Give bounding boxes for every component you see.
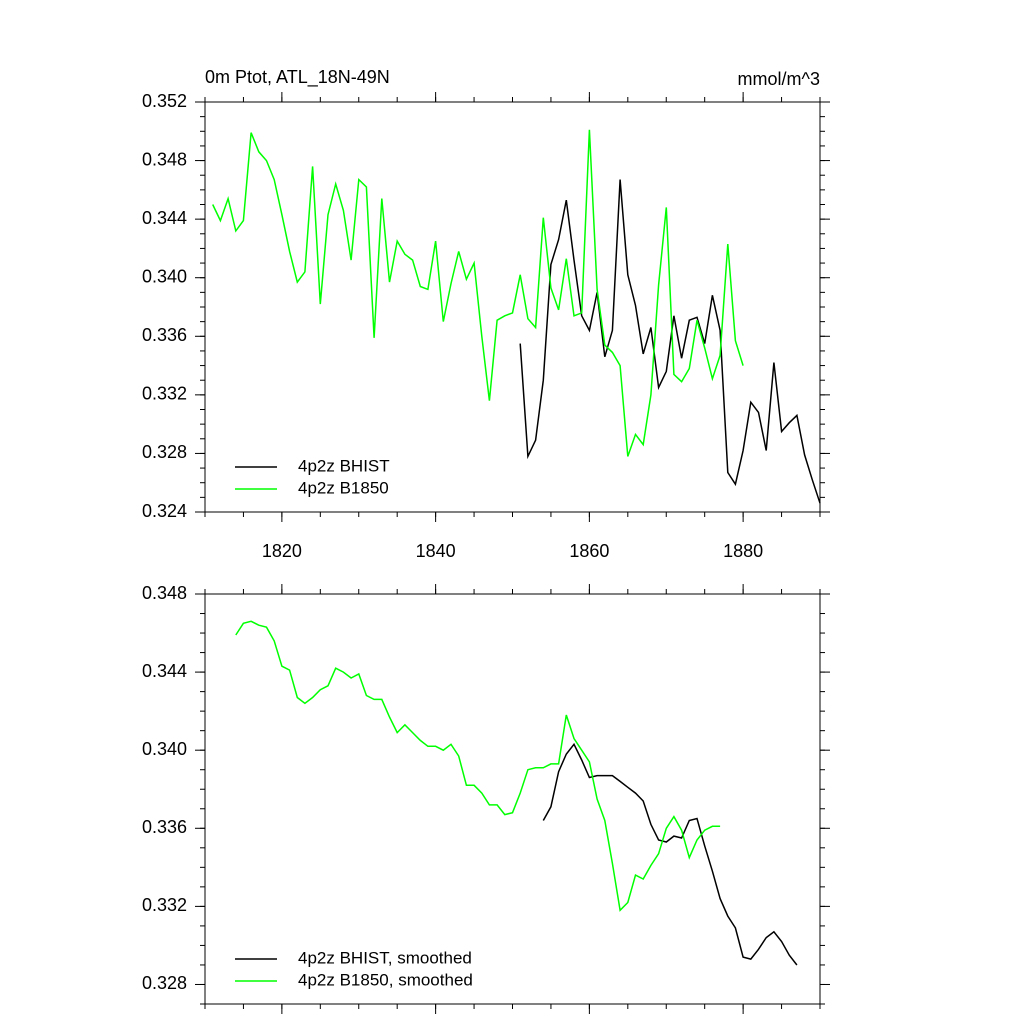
y-tick-label: 0.344 (142, 661, 187, 681)
x-tick-label: 1840 (416, 541, 456, 561)
series-line (235, 620, 721, 912)
plot-frame (204, 593, 821, 1005)
y-tick-label: 0.348 (142, 149, 187, 169)
y-tick-label: 0.332 (142, 384, 187, 404)
y-tick-label: 0.344 (142, 208, 187, 228)
series-line (519, 179, 821, 504)
series-line (212, 129, 744, 457)
units-label: mmol/m^3 (738, 69, 820, 89)
y-tick-label: 0.336 (142, 817, 187, 837)
y-tick-label: 0.336 (142, 325, 187, 345)
plot-frame (204, 101, 821, 513)
y-tick-label: 0.328 (142, 973, 187, 993)
legend-label: 4p2z BHIST, smoothed (298, 948, 472, 967)
y-tick-label: 0.352 (142, 91, 187, 111)
y-tick-label: 0.348 (142, 583, 187, 603)
x-tick-label: 1820 (262, 541, 302, 561)
y-tick-label: 0.340 (142, 739, 187, 759)
series-line (542, 742, 798, 966)
legend-label: 4p2z B1850 (298, 478, 389, 497)
x-tick-label: 1880 (723, 541, 763, 561)
chart-title: 0m Ptot, ATL_18N-49N (205, 67, 390, 88)
y-tick-label: 0.324 (142, 501, 187, 521)
x-tick-label: 1860 (569, 541, 609, 561)
y-tick-label: 0.332 (142, 895, 187, 915)
legend-label: 4p2z BHIST (298, 456, 390, 475)
y-tick-label: 0.328 (142, 442, 187, 462)
y-tick-label: 0.340 (142, 266, 187, 286)
legend-label: 4p2z B1850, smoothed (298, 970, 473, 989)
